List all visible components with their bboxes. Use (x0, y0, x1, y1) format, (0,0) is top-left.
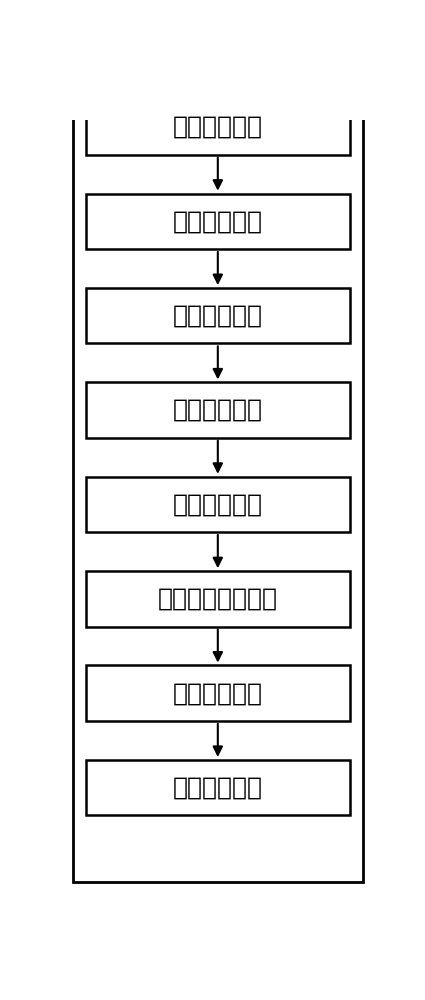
Bar (73, 88, 363, 882)
Text: 图像采集模块: 图像采集模块 (173, 209, 263, 233)
Text: 表型配准模块: 表型配准模块 (173, 681, 263, 705)
Text: 数据分析模块: 数据分析模块 (173, 776, 263, 800)
Text: 三维重建模块: 三维重建模块 (173, 304, 263, 328)
Text: 表型参数提取模块: 表型参数提取模块 (158, 587, 278, 611)
Text: 点云处理模块: 点云处理模块 (173, 398, 263, 422)
Bar (86, 571, 349, 627)
Text: 环境监测模块: 环境监测模块 (173, 115, 263, 139)
Bar (86, 665, 349, 721)
Bar (86, 382, 349, 438)
Bar (86, 760, 349, 815)
Bar (86, 288, 349, 343)
Text: 器官分割模块: 器官分割模块 (173, 492, 263, 516)
Bar (86, 194, 349, 249)
Bar (86, 99, 349, 155)
Bar (86, 477, 349, 532)
